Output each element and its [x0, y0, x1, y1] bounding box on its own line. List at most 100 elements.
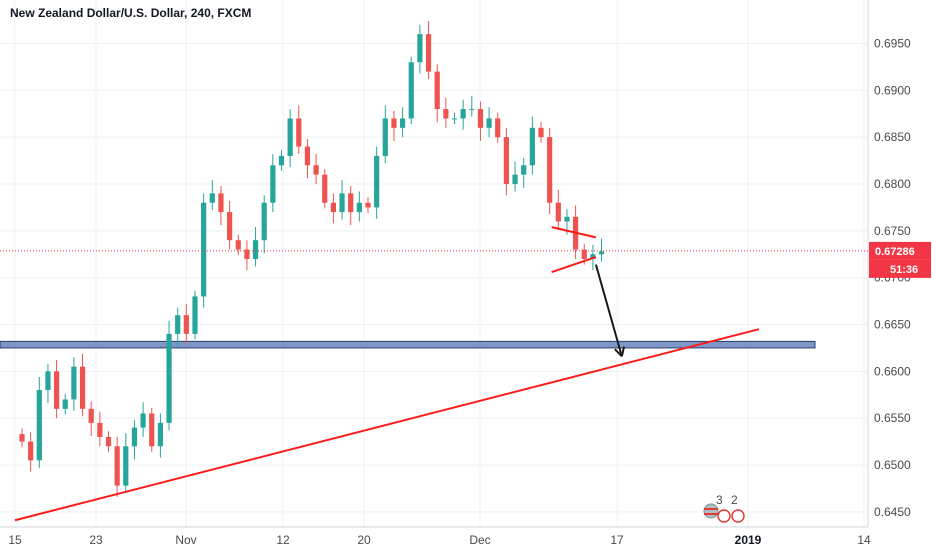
candle-body-up — [521, 165, 527, 175]
candle-body-down — [365, 202, 371, 208]
countdown-tag-text: 51:36 — [890, 264, 918, 276]
candle-body-down — [547, 137, 553, 203]
x-tick-label: 14 — [857, 533, 871, 547]
chart-title: New Zealand Dollar/U.S. Dollar, 240, FXC… — [10, 6, 252, 20]
candle-body-up — [201, 202, 207, 297]
candle-body-up — [529, 127, 535, 166]
arrow-head-right — [620, 346, 626, 357]
event-badge-icon — [717, 509, 731, 523]
candle-body-up — [590, 254, 596, 259]
candle-body-down — [555, 202, 561, 222]
candle-body-down — [19, 434, 25, 442]
x-tick-label: 2019 — [735, 533, 762, 547]
candle-body-up — [598, 251, 605, 255]
y-tick-label: 0.6950 — [874, 37, 911, 51]
candle-body-up — [192, 296, 198, 334]
candle-body-up — [45, 371, 51, 391]
candle-body-down — [304, 146, 311, 166]
candle-body-down — [218, 193, 224, 213]
candle-body-down — [105, 436, 112, 447]
candle-body-down — [581, 249, 587, 259]
candle-body-down — [244, 249, 250, 259]
y-tick-label: 0.6650 — [874, 318, 911, 332]
triangle-lower-line — [551, 256, 597, 274]
candle-body-down — [434, 71, 440, 110]
event-count: 2 — [731, 493, 738, 507]
support-zone[interactable] — [0, 340, 816, 349]
candle-body-up — [261, 202, 267, 241]
candle-body-down — [114, 446, 120, 486]
candle-body-up — [36, 390, 42, 461]
candle-body-up — [339, 193, 345, 213]
event-count: 3 — [716, 493, 723, 507]
candle-body-down — [538, 127, 544, 138]
candle-body-down — [54, 371, 60, 409]
candle-body-up — [62, 399, 68, 409]
y-tick-label: 0.6450 — [874, 505, 911, 519]
candle-body-up — [417, 34, 423, 63]
candle-body-up — [157, 422, 163, 447]
y-tick-label: 0.6600 — [874, 364, 911, 378]
event-badge-icon — [731, 509, 745, 523]
candle-body-down — [183, 315, 189, 334]
candle-body-down — [235, 240, 241, 250]
candle-body-up — [460, 109, 466, 119]
candle-body-down — [477, 109, 484, 128]
x-tick-label: Nov — [175, 533, 196, 547]
drawings[interactable] — [14, 226, 760, 522]
candle-body-down — [88, 408, 94, 423]
arrow-head-left — [614, 348, 623, 358]
candle-body-down — [79, 366, 86, 409]
candle-body-down — [330, 202, 336, 213]
candle-body-down — [149, 413, 155, 447]
candle-body-down — [391, 118, 397, 128]
candle-body-down — [296, 118, 302, 147]
countdown-tag-background — [869, 259, 931, 278]
candle-body-up — [252, 240, 259, 259]
x-tick-label: Dec — [469, 533, 490, 547]
x-tick-label: 17 — [610, 533, 624, 547]
candle-body-up — [512, 174, 518, 185]
y-tick-label: 0.6550 — [874, 411, 911, 425]
candle-body-up — [486, 118, 492, 128]
candle-body-up — [175, 315, 181, 334]
candle-body-up — [564, 216, 570, 222]
price-tags: 0.67286 51:36 — [0, 241, 931, 278]
y-tick-label: 0.6750 — [874, 224, 911, 238]
x-tick-label: 23 — [89, 533, 103, 547]
candle-body-down — [503, 137, 509, 185]
x-tick-label: 20 — [357, 533, 371, 547]
candle-body-up — [209, 193, 215, 203]
candle-body-down — [322, 174, 328, 203]
candle-body-up — [71, 366, 77, 400]
y-tick-label: 0.6850 — [874, 130, 911, 144]
candle-body-up — [451, 118, 458, 120]
candle-body-up — [123, 446, 129, 486]
flag-stripe — [704, 513, 718, 515]
grid — [0, 0, 868, 527]
y-tick-label: 0.6800 — [874, 177, 911, 191]
candle-body-down — [425, 34, 432, 72]
ascending-trendline — [14, 328, 760, 522]
triangle-upper-line — [551, 226, 597, 239]
candle-body-up — [140, 413, 146, 428]
x-tick-label: 15 — [8, 533, 22, 547]
candle-body-down — [28, 441, 34, 461]
price-tag-background — [869, 241, 931, 260]
candles — [19, 21, 605, 497]
candle-body-up — [374, 155, 380, 208]
candle-body-up — [270, 165, 276, 203]
candle-body-up — [382, 118, 388, 156]
candle-body-up — [287, 118, 293, 156]
candle-body-down — [313, 165, 319, 175]
y-tick-label: 0.6900 — [874, 83, 911, 97]
x-tick-label: 12 — [276, 533, 290, 547]
y-tick-label: 0.6500 — [874, 458, 911, 472]
candle-body-up — [166, 333, 172, 423]
candle-body-down — [443, 109, 449, 119]
candle-body-down — [97, 422, 103, 437]
axes: 0.64500.65000.65500.66000.66500.67000.67… — [0, 0, 911, 547]
